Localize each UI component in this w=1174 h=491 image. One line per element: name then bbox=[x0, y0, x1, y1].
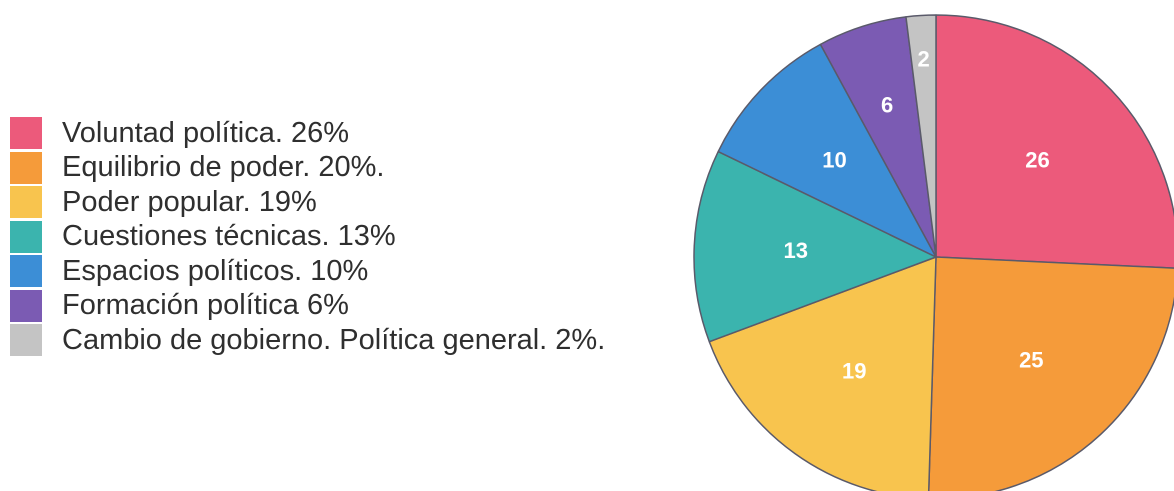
pie-slice-label: 19 bbox=[842, 359, 866, 384]
legend-item-poder-popular: Poder popular. 19% bbox=[10, 185, 690, 220]
pie-slice-26 bbox=[935, 14, 1174, 269]
legend-label: Cuestiones técnicas. 13% bbox=[62, 220, 396, 253]
pie-slice-label: 10 bbox=[822, 148, 846, 173]
chart-legend: Voluntad política. 26% Equilibrio de pod… bbox=[10, 116, 690, 358]
pie-slice-19 bbox=[708, 256, 937, 491]
legend-item-cuestiones-tecnicas: Cuestiones técnicas. 13% bbox=[10, 220, 690, 255]
legend-swatch bbox=[10, 117, 42, 150]
pie-slice-label: 2 bbox=[918, 46, 930, 71]
legend-swatch bbox=[10, 151, 42, 184]
pie-slice-25 bbox=[927, 256, 1174, 491]
legend-item-cambio-de-gobierno: Cambio de gobierno. Política general. 2%… bbox=[10, 323, 690, 358]
legend-swatch bbox=[10, 324, 42, 357]
legend-item-espacios-politicos: Espacios políticos. 10% bbox=[10, 254, 690, 289]
pie-slice-13 bbox=[693, 150, 937, 343]
legend-label: Voluntad política. 26% bbox=[62, 116, 349, 149]
pie-slice-2 bbox=[905, 14, 937, 258]
pie-slice-label: 26 bbox=[1025, 148, 1049, 173]
pie-slice-10 bbox=[717, 43, 937, 258]
legend-swatch bbox=[10, 186, 42, 219]
legend-swatch bbox=[10, 220, 42, 253]
legend-label: Cambio de gobierno. Política general. 2%… bbox=[62, 323, 606, 356]
pie-slice-label: 13 bbox=[784, 238, 808, 263]
pie-chart: 26 25 19 13 10 62 bbox=[693, 14, 1174, 491]
legend-label: Formación política 6% bbox=[62, 289, 349, 322]
legend-swatch bbox=[10, 255, 42, 288]
legend-label: Equilibrio de poder. 20%. bbox=[62, 151, 385, 184]
legend-item-equilibrio-de-poder: Equilibrio de poder. 20%. bbox=[10, 151, 690, 186]
pie-slice-label: 6 bbox=[881, 92, 893, 117]
legend-label: Espacios políticos. 10% bbox=[62, 254, 369, 287]
pie-slice-label: 25 bbox=[1019, 348, 1043, 373]
legend-item-formacion-politica: Formación política 6% bbox=[10, 289, 690, 324]
legend-label: Poder popular. 19% bbox=[62, 185, 317, 218]
legend-item-voluntad-politica: Voluntad política. 26% bbox=[10, 116, 690, 151]
legend-swatch bbox=[10, 289, 42, 322]
